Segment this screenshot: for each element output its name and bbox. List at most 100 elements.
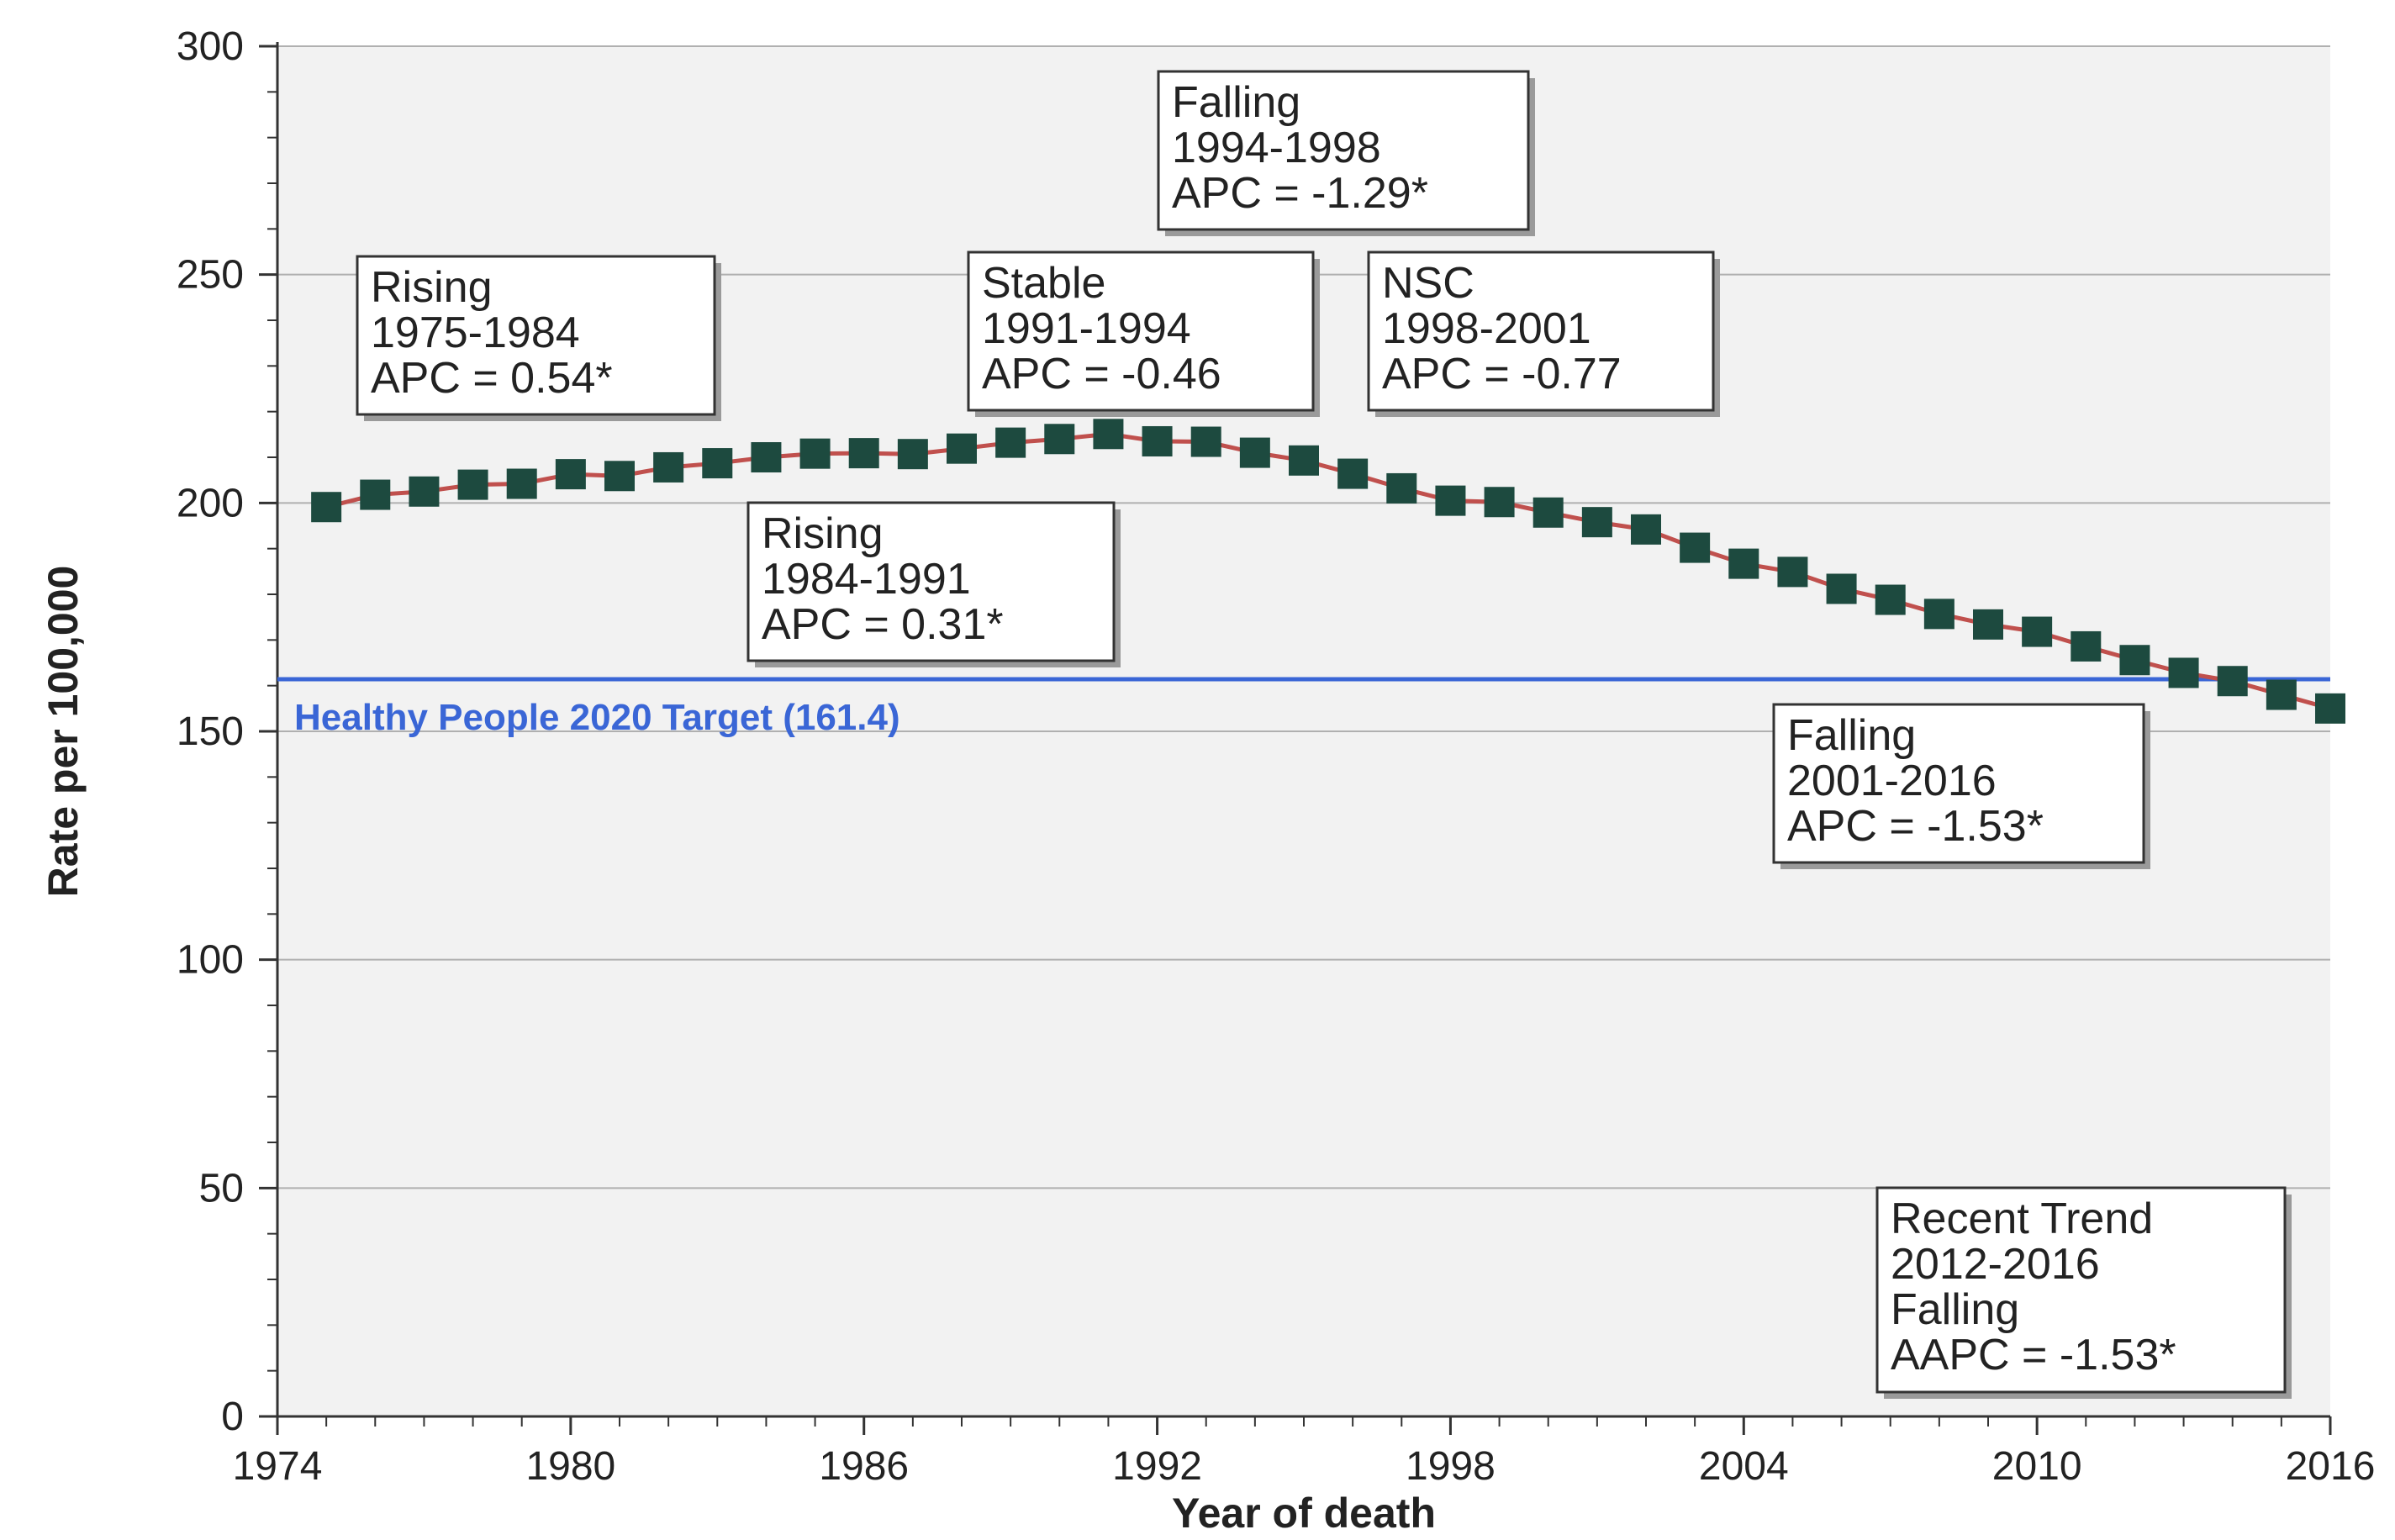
x-tick-label: 2010 [1992,1444,2082,1489]
target-label: Healthy People 2020 Target (161.4) [294,697,900,738]
x-tick-label: 1992 [1112,1444,1202,1489]
annotation-line: APC = -1.29* [1172,169,1428,218]
annotation-line: 1994-1998 [1172,124,1381,172]
annotation-line: NSC [1382,259,1474,308]
data-point [848,438,879,469]
annotation-line: APC = -1.53* [1787,802,2044,851]
data-point [751,442,782,472]
x-tick-label: 1980 [525,1444,615,1489]
data-point [1826,573,1857,604]
data-point [1777,556,1808,588]
y-tick-label: 300 [177,24,244,69]
data-point [1239,437,1270,468]
annotation-line: 1991-1994 [982,304,1191,353]
data-point [1875,584,1906,615]
data-point [2071,630,2102,662]
x-tick-label: 1998 [1406,1444,1496,1489]
y-tick-label: 200 [177,481,244,525]
data-point [2022,616,2053,647]
y-tick-label: 100 [177,938,244,983]
data-point [360,479,391,510]
annotation-line: APC = -0.77 [1382,350,1622,398]
annotation-line: Rising [371,263,493,312]
annotation-line: AAPC = -1.53* [1891,1331,2176,1379]
data-point [947,433,977,464]
data-point [1631,514,1661,545]
data-point [1532,497,1564,528]
annotation-line: 2001-2016 [1787,757,1997,805]
data-point [1581,507,1612,538]
data-point [604,461,635,492]
data-point [311,492,342,523]
x-tick-label: 1986 [819,1444,909,1489]
annotation-line: Rising [762,509,884,558]
annotation-line: Recent Trend [1891,1195,2153,1243]
data-point [1093,419,1124,450]
x-axis-title: Year of death [1172,1490,1436,1537]
annotation-frame [1772,703,2145,864]
data-point [1728,548,1759,579]
data-point [897,439,928,470]
y-tick-label: 50 [199,1166,244,1210]
data-point [1142,425,1173,456]
data-point [995,427,1026,458]
data-point [506,468,537,499]
data-point [1337,458,1369,489]
data-point [409,476,440,507]
data-point [2266,679,2297,710]
annotation-line: Falling [1891,1285,2019,1334]
data-point [457,469,488,500]
annotation-line: 1975-1984 [371,309,580,357]
annotation-line: APC = -0.46 [982,350,1221,398]
annotation-frame [1367,251,1715,412]
data-point [799,438,831,469]
annotation-line: Falling [1787,711,1916,760]
annotation-frame [1157,70,1530,231]
annotation-line: 1998-2001 [1382,304,1591,353]
data-point [555,459,586,490]
series-group [311,419,2345,724]
y-tick-label: 0 [221,1395,244,1439]
data-point [1386,472,1417,504]
data-point [653,451,684,483]
data-point [1484,487,1515,518]
y-tick-label: 150 [177,709,244,754]
annotation-frame [746,501,1116,662]
annotation-line: APC = 0.31* [762,600,1004,649]
y-tick-label: 250 [177,253,244,298]
data-point [1680,532,1711,563]
x-tick-label: 1974 [233,1444,323,1489]
y-axis-title: Rate per 100,000 [40,566,87,898]
annotation-line: Falling [1172,78,1300,127]
data-point [2315,693,2345,724]
annotation-line: APC = 0.54* [371,354,613,403]
annotation-frame [356,255,716,416]
data-point [2119,645,2150,676]
data-point [1973,609,2003,640]
data-point [1435,485,1466,516]
data-point [1190,426,1221,457]
annotation-line: 2012-2016 [1891,1240,2100,1289]
annotation-line: Stable [982,259,1105,308]
data-point [1289,445,1319,476]
data-point [2217,666,2248,697]
x-tick-label: 2004 [1699,1444,1789,1489]
data-point [2168,657,2199,688]
annotation-frame [1875,1186,2287,1394]
data-point [1923,599,1955,630]
annotation-line: 1984-1991 [762,555,971,604]
data-point [1044,424,1075,455]
axes: 0 50 100 150 200 250 300 1974 1980 1986 1992 1998 20… [177,24,2375,1489]
annotation-frame [967,251,1315,412]
data-point [702,448,733,479]
x-tick-label: 2016 [2286,1444,2376,1489]
